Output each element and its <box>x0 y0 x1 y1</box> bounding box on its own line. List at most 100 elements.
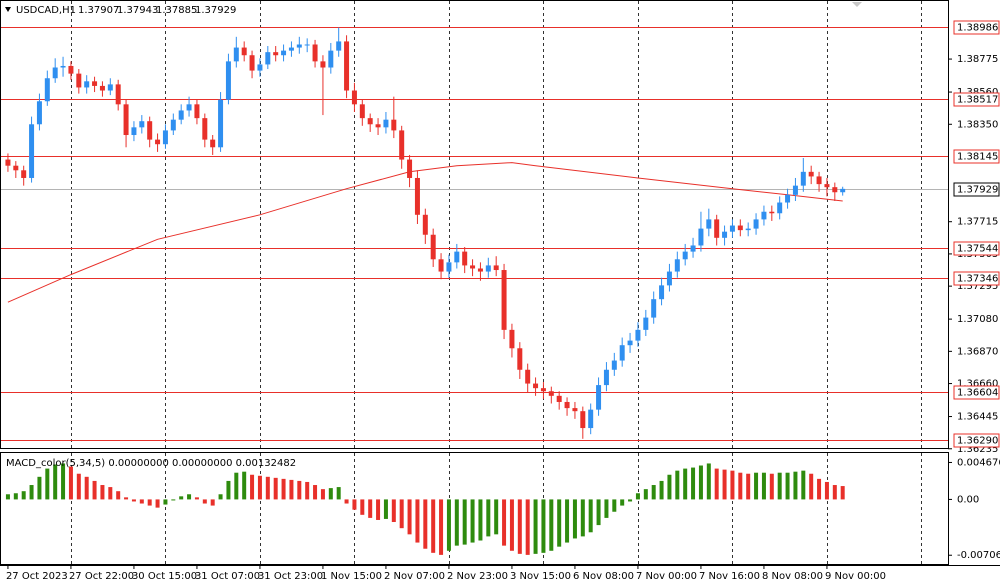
macd-bar <box>809 473 814 500</box>
macd-bar <box>376 499 381 520</box>
candle-body <box>706 219 712 229</box>
macd-bar <box>45 468 50 500</box>
macd-bar <box>761 472 766 500</box>
macd-bar <box>454 499 459 546</box>
candle-body <box>666 271 672 286</box>
y-tick-label: 0.0046766 <box>957 457 1000 468</box>
candle-body <box>36 101 42 125</box>
level-label-box <box>953 20 1000 35</box>
header-open: 1.37907 <box>78 5 119 16</box>
candle-body <box>517 348 523 370</box>
candle-body <box>611 360 617 370</box>
candle-body <box>351 90 357 105</box>
candle-body <box>399 130 405 160</box>
candle-body <box>21 170 27 178</box>
macd-bar <box>100 485 105 500</box>
grid-layer <box>71 1 922 565</box>
macd-bar <box>344 499 349 504</box>
candle-body <box>391 119 397 131</box>
candle-body <box>422 214 428 235</box>
candle-body <box>430 234 436 260</box>
candle-body <box>722 231 728 238</box>
candle-body <box>320 61 326 68</box>
candle-body <box>367 118 373 125</box>
macd-bar <box>462 499 467 545</box>
candle-body <box>407 159 413 178</box>
macd-bar <box>683 468 688 500</box>
candle-body <box>344 41 350 91</box>
y-tick-label: -0.0070640 <box>957 550 1000 561</box>
marks-layer <box>5 27 846 555</box>
candle-body <box>99 85 105 91</box>
macd-bar <box>588 499 593 533</box>
candle-body <box>603 369 609 386</box>
candle-body <box>714 219 720 238</box>
macd-bar <box>824 481 829 500</box>
candle-body <box>572 408 578 412</box>
candle-body <box>454 251 460 263</box>
macd-bar <box>360 499 365 515</box>
macd-bar <box>171 499 176 501</box>
candle-body <box>5 159 11 166</box>
level-label-box <box>953 241 1000 256</box>
macd-bar <box>572 499 577 539</box>
candle-body <box>265 52 271 65</box>
main-frame <box>0 0 949 449</box>
symbol-menu-icon[interactable] <box>5 7 11 12</box>
macd-bar <box>714 468 719 500</box>
x-tick-label: 27 Oct 2023 <box>6 571 68 582</box>
macd-bar <box>620 499 625 506</box>
candle-body <box>131 127 137 136</box>
macd-bar <box>691 467 696 500</box>
macd-bar <box>604 499 609 518</box>
candle-body <box>438 259 444 272</box>
candle-body <box>769 211 775 214</box>
candle-body <box>123 104 129 136</box>
candle-body <box>659 285 665 300</box>
macd-bar <box>549 499 554 551</box>
macd-bar <box>352 499 357 510</box>
candle-body <box>162 130 168 145</box>
macd-bar <box>738 472 743 500</box>
macd-bar <box>785 472 790 500</box>
macd-bar <box>257 475 262 500</box>
x-tick-label: 7 Nov 16:00 <box>699 571 760 582</box>
x-tick-label: 30 Oct 15:00 <box>132 571 197 582</box>
macd-bar <box>517 499 522 554</box>
candle-body <box>588 409 594 429</box>
macd-bar <box>580 499 585 537</box>
y-tick-label: 1.37715 <box>957 217 998 228</box>
collapse-icon[interactable] <box>852 2 862 7</box>
x-tick-label: 8 Nov 08:00 <box>762 571 823 582</box>
macd-bar <box>494 499 499 535</box>
candle-body <box>596 385 602 410</box>
candle-body <box>816 176 822 185</box>
y-tick-label: 1.37080 <box>957 314 998 325</box>
macd-bar <box>832 485 837 500</box>
symbol: USDCAD,H1 <box>16 5 76 16</box>
x-tick-label: 2 Nov 23:00 <box>447 571 508 582</box>
macd-bar <box>667 474 672 500</box>
macd-bar <box>431 499 436 553</box>
candle-body <box>485 265 491 272</box>
macd-bar <box>76 473 81 500</box>
candle-body <box>84 81 90 88</box>
macd-bar <box>187 494 192 500</box>
macd-bar <box>37 476 42 500</box>
macd-bar <box>234 472 239 500</box>
macd-bar <box>659 480 664 500</box>
candle-body <box>92 81 98 86</box>
candle-body <box>288 47 294 51</box>
candle-body <box>186 104 192 111</box>
candle-body <box>60 65 66 68</box>
candle-body <box>218 99 224 148</box>
macd-bar <box>226 480 231 500</box>
candle-body <box>840 188 846 193</box>
macd-bar <box>635 493 640 500</box>
x-tick-label: 27 Oct 22:00 <box>69 571 134 582</box>
macd-bar <box>596 499 601 526</box>
candle-body <box>792 185 798 195</box>
macd-bar <box>139 499 144 504</box>
